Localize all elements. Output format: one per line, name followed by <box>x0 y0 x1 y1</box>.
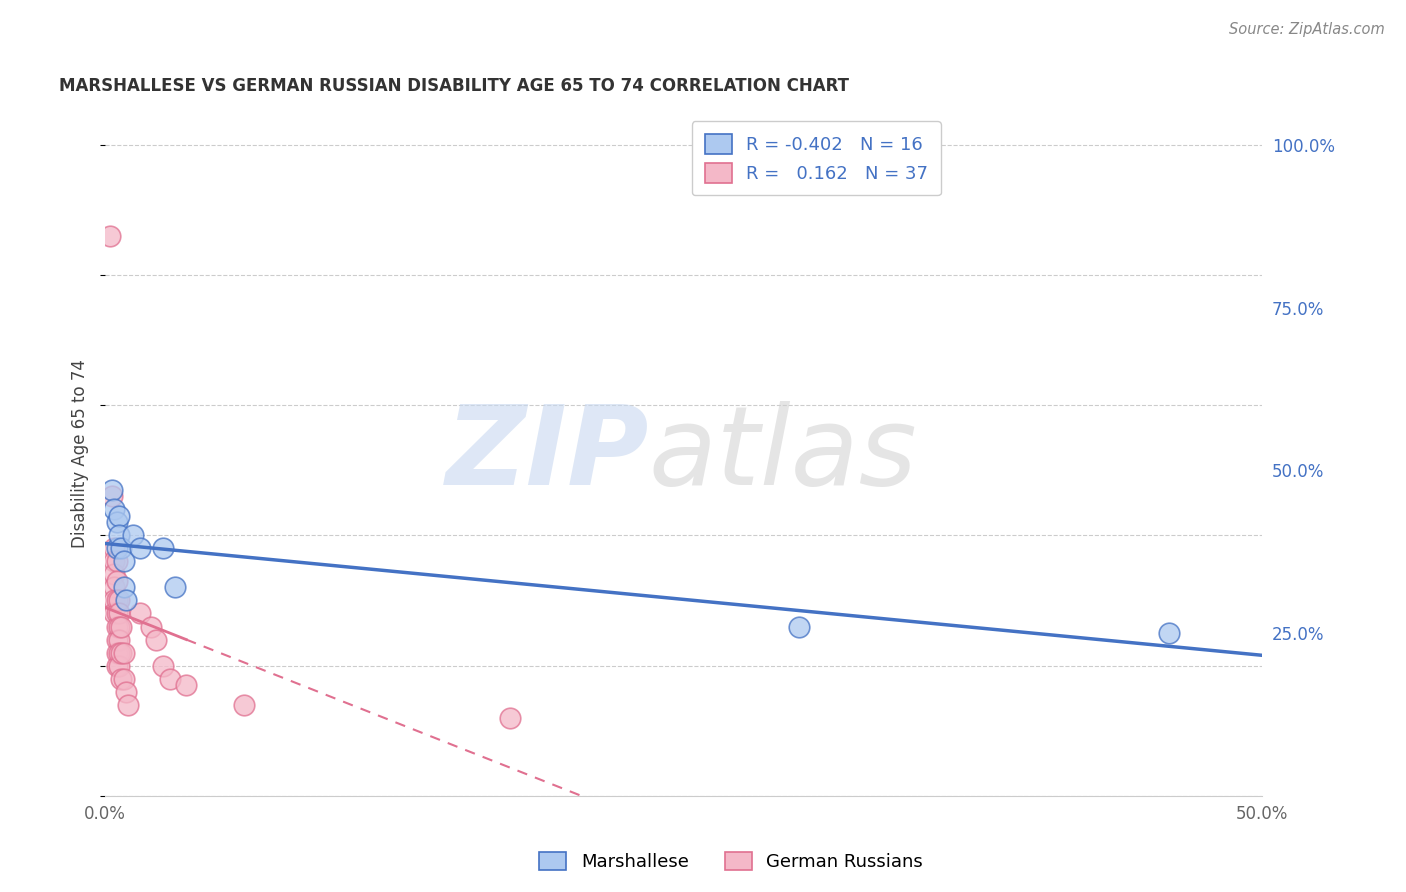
Point <box>112 581 135 595</box>
Point <box>152 658 174 673</box>
Point <box>108 528 131 542</box>
Point <box>122 528 145 542</box>
Point <box>108 619 131 633</box>
Point <box>141 619 163 633</box>
Point <box>105 607 128 621</box>
Legend: Marshallese, German Russians: Marshallese, German Russians <box>531 845 931 879</box>
Point <box>174 678 197 692</box>
Point <box>103 581 125 595</box>
Point <box>105 646 128 660</box>
Point <box>105 574 128 588</box>
Point <box>110 672 132 686</box>
Point <box>108 593 131 607</box>
Point <box>233 698 256 712</box>
Point <box>112 646 135 660</box>
Point <box>108 508 131 523</box>
Point <box>103 607 125 621</box>
Text: MARSHALLESE VS GERMAN RUSSIAN DISABILITY AGE 65 TO 74 CORRELATION CHART: MARSHALLESE VS GERMAN RUSSIAN DISABILITY… <box>59 78 849 95</box>
Point <box>108 658 131 673</box>
Point <box>159 672 181 686</box>
Point <box>105 541 128 556</box>
Point <box>105 593 128 607</box>
Point <box>98 229 121 244</box>
Point <box>105 516 128 530</box>
Point <box>112 554 135 568</box>
Point <box>103 541 125 556</box>
Point <box>110 646 132 660</box>
Point <box>108 646 131 660</box>
Point <box>108 632 131 647</box>
Point <box>1159 626 1181 640</box>
Point <box>110 541 132 556</box>
Point <box>115 593 138 607</box>
Point <box>103 567 125 582</box>
Point <box>117 698 139 712</box>
Point <box>499 711 522 725</box>
Point <box>145 632 167 647</box>
Point <box>110 619 132 633</box>
Point <box>112 672 135 686</box>
Point <box>115 684 138 698</box>
Y-axis label: Disability Age 65 to 74: Disability Age 65 to 74 <box>72 359 89 549</box>
Text: atlas: atlas <box>650 401 918 508</box>
Point <box>108 607 131 621</box>
Point <box>103 502 125 516</box>
Point <box>101 483 124 497</box>
Point <box>105 619 128 633</box>
Point <box>105 554 128 568</box>
Point <box>103 554 125 568</box>
Point <box>787 619 810 633</box>
Point <box>105 658 128 673</box>
Point <box>129 541 152 556</box>
Legend: R = -0.402   N = 16, R =   0.162   N = 37: R = -0.402 N = 16, R = 0.162 N = 37 <box>692 121 941 195</box>
Point <box>163 581 186 595</box>
Text: ZIP: ZIP <box>446 401 650 508</box>
Text: Source: ZipAtlas.com: Source: ZipAtlas.com <box>1229 22 1385 37</box>
Point <box>129 607 152 621</box>
Point <box>105 632 128 647</box>
Point <box>152 541 174 556</box>
Point <box>103 593 125 607</box>
Point <box>101 489 124 503</box>
